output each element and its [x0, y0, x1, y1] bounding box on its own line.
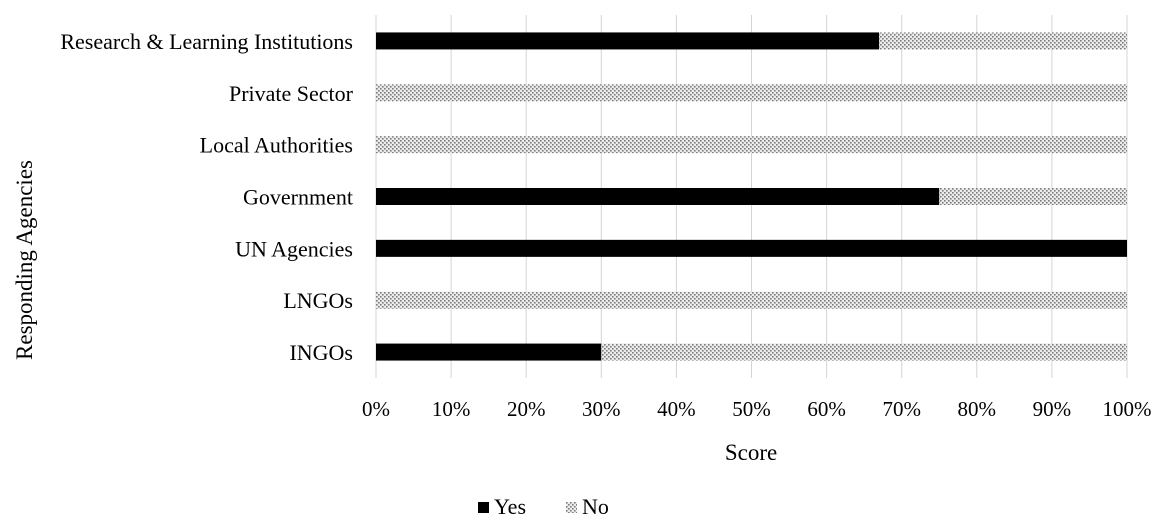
- bar-no: [376, 84, 1127, 102]
- x-tick-label: 100%: [1103, 397, 1152, 421]
- x-axis-title: Score: [725, 440, 777, 465]
- x-tick-label: 70%: [882, 397, 921, 421]
- legend-swatch-no: [566, 502, 577, 513]
- bars: [376, 32, 1127, 361]
- bar-no: [879, 32, 1127, 50]
- bar-no: [376, 136, 1127, 154]
- legend: Yes No: [478, 494, 609, 519]
- bar-no: [939, 188, 1127, 205]
- x-tick-label: 30%: [582, 397, 621, 421]
- category-label: Private Sector: [229, 81, 354, 106]
- x-tick-label: 40%: [657, 397, 696, 421]
- bar-yes: [376, 32, 880, 50]
- category-label: Government: [243, 185, 353, 210]
- category-label: UN Agencies: [235, 236, 353, 261]
- x-tick-label: 60%: [807, 397, 846, 421]
- category-label: LNGOs: [283, 288, 353, 313]
- legend-label-yes: Yes: [494, 494, 526, 519]
- category-label: Local Authorities: [200, 133, 353, 158]
- category-label: Research & Learning Institutions: [60, 29, 353, 54]
- category-labels: Research & Learning Institutions Private …: [60, 29, 353, 365]
- bar-no: [376, 291, 1127, 309]
- y-axis-title: Responding Agencies: [12, 160, 37, 360]
- x-tick-label: 80%: [958, 397, 997, 421]
- x-tick-label: 0%: [362, 397, 390, 421]
- x-tick-label: 50%: [732, 397, 771, 421]
- category-label: INGOs: [289, 340, 353, 365]
- x-tick-label: 90%: [1033, 397, 1072, 421]
- legend-label-no: No: [582, 494, 609, 519]
- legend-swatch-yes: [478, 502, 489, 513]
- bar-yes: [376, 188, 940, 205]
- bar-yes: [376, 239, 1127, 257]
- bar-yes: [376, 343, 602, 361]
- x-tick-label: 20%: [507, 397, 546, 421]
- bar-no: [601, 343, 1127, 361]
- x-tick-label: 10%: [432, 397, 471, 421]
- x-tick-labels: 0% 10% 20% 30% 40% 50% 60% 70% 80% 90% 100%: [362, 397, 1152, 421]
